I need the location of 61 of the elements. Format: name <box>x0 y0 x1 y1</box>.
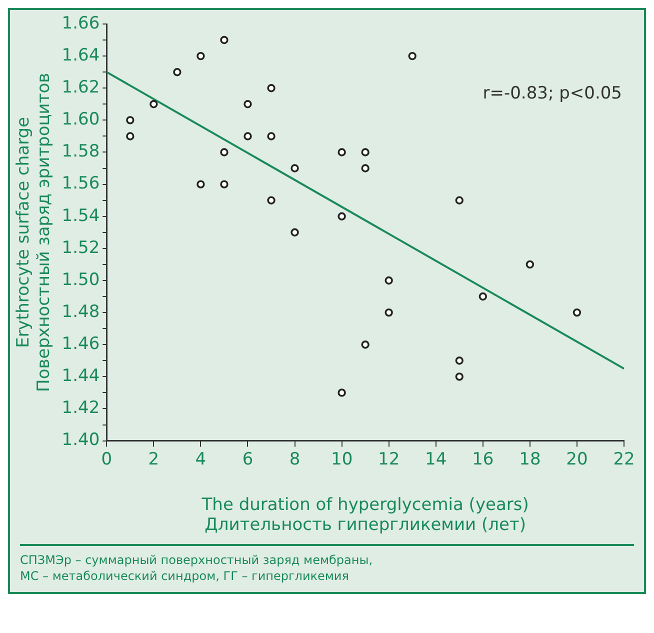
x-tick-label: 2 <box>148 449 160 470</box>
y-tick-label: 1.42 <box>62 398 100 418</box>
x-axis-title: The duration of hyperglycemia (years) Длительность гипергликемии (лет) <box>200 494 529 536</box>
point <box>361 340 370 349</box>
point <box>408 52 416 60</box>
point <box>455 196 464 204</box>
point <box>267 84 276 92</box>
point <box>150 100 158 108</box>
point <box>126 132 134 140</box>
point <box>572 308 582 317</box>
point <box>290 228 299 236</box>
y-tick-label: 1.44 <box>62 366 100 386</box>
y-tick-label: 1.64 <box>62 45 100 66</box>
point <box>338 212 346 220</box>
point <box>478 292 488 301</box>
y-tick-label: 1.50 <box>62 270 100 290</box>
point <box>267 132 276 140</box>
y-tick-label: 1.56 <box>62 174 100 194</box>
point <box>455 372 464 381</box>
annotation: r=-0.83; p<0.05 <box>482 83 622 104</box>
x-tick-label: 16 <box>472 449 494 470</box>
point <box>196 52 205 60</box>
y-tick-label: 1.60 <box>62 110 100 130</box>
point <box>338 148 346 156</box>
point <box>244 100 252 108</box>
x-tick-label: 20 <box>566 449 588 470</box>
x-tick-label: 18 <box>519 449 541 470</box>
x-tick-label: 4 <box>195 449 206 470</box>
point <box>384 276 393 285</box>
y-tick-label: 1.66 <box>62 13 100 34</box>
point <box>126 116 134 124</box>
y-tick-label: 1.54 <box>62 206 100 226</box>
x-tick-label: 0 <box>101 449 112 470</box>
y-tick-label: 1.48 <box>62 302 100 322</box>
point <box>173 68 182 76</box>
point <box>220 36 228 44</box>
point <box>196 180 205 188</box>
point <box>220 148 228 156</box>
x-tick-label: 8 <box>289 449 300 470</box>
point <box>267 196 276 204</box>
point <box>455 356 464 365</box>
point <box>290 164 299 172</box>
x-tick-label: 12 <box>378 449 400 470</box>
x-tick-label: 10 <box>330 449 353 470</box>
text: СПЗМЭр – суммарный поверхностный заряд мембраны, МС – метаболический синдром, ГГ – гипергликемия <box>20 544 634 592</box>
point <box>361 164 370 172</box>
point <box>384 308 393 317</box>
y-axis-title: Erythrocyte surface charge Поверхностный заряд эритроцитов <box>14 72 54 392</box>
point <box>220 180 228 188</box>
y-tick-label: 1.58 <box>62 142 100 162</box>
x-tick-label: 22 <box>613 449 635 470</box>
x-tick-label: 6 <box>242 449 254 470</box>
point <box>244 132 252 140</box>
point <box>526 260 534 269</box>
point <box>361 148 370 156</box>
y-tick-label: 1.46 <box>62 334 100 354</box>
y-tick-label: 1.40 <box>62 430 100 450</box>
y-tick-label: 1.52 <box>62 238 100 258</box>
y-tick-label: 1.62 <box>62 78 100 98</box>
point <box>338 388 346 397</box>
x-tick-label: 14 <box>425 449 447 470</box>
